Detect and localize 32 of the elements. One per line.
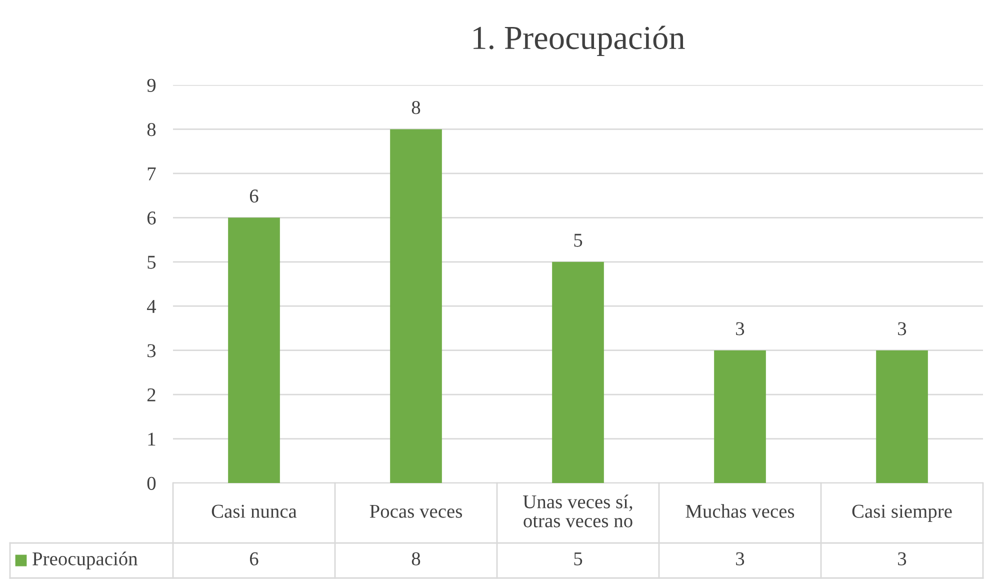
y-tick-label: 0 <box>147 476 156 490</box>
text: 8 <box>412 552 420 566</box>
text: 3 <box>898 552 906 566</box>
x-tick-label: Unas veces sí, otras veces no <box>523 494 632 528</box>
chart-title: 1. Preocupación <box>474 26 685 56</box>
text: 5 <box>574 552 582 566</box>
data-label: 3 <box>736 322 744 336</box>
y-tick-label: 8 <box>147 123 156 136</box>
y-tick-label: 9 <box>147 78 156 92</box>
x-tick-label: Pocas veces <box>370 504 462 518</box>
data-label: 3 <box>898 322 906 336</box>
y-tick-label: 6 <box>147 212 156 225</box>
text: 3 <box>736 552 744 566</box>
x-tick-label: Casi nunca <box>212 504 297 518</box>
data-label: 6 <box>250 190 258 203</box>
data-label: 8 <box>412 101 420 114</box>
bar <box>714 350 766 483</box>
y-tick-label: 4 <box>146 300 156 313</box>
bar <box>390 129 442 483</box>
bar <box>876 350 928 483</box>
y-tick-label: 2 <box>147 388 156 402</box>
y-tick-label: 5 <box>148 256 156 269</box>
legend-label: Preocupación <box>32 552 138 570</box>
x-tick-label: Muchas veces <box>686 504 794 518</box>
data-label: 5 <box>574 234 582 247</box>
x-tick-label: Casi siempre <box>852 504 952 522</box>
bar <box>552 262 604 483</box>
text: 6 <box>250 552 258 566</box>
y-tick-label: 1 <box>148 432 156 446</box>
y-tick-label: 7 <box>148 167 156 180</box>
y-tick-label: 3 <box>148 344 156 358</box>
bar <box>228 218 280 483</box>
